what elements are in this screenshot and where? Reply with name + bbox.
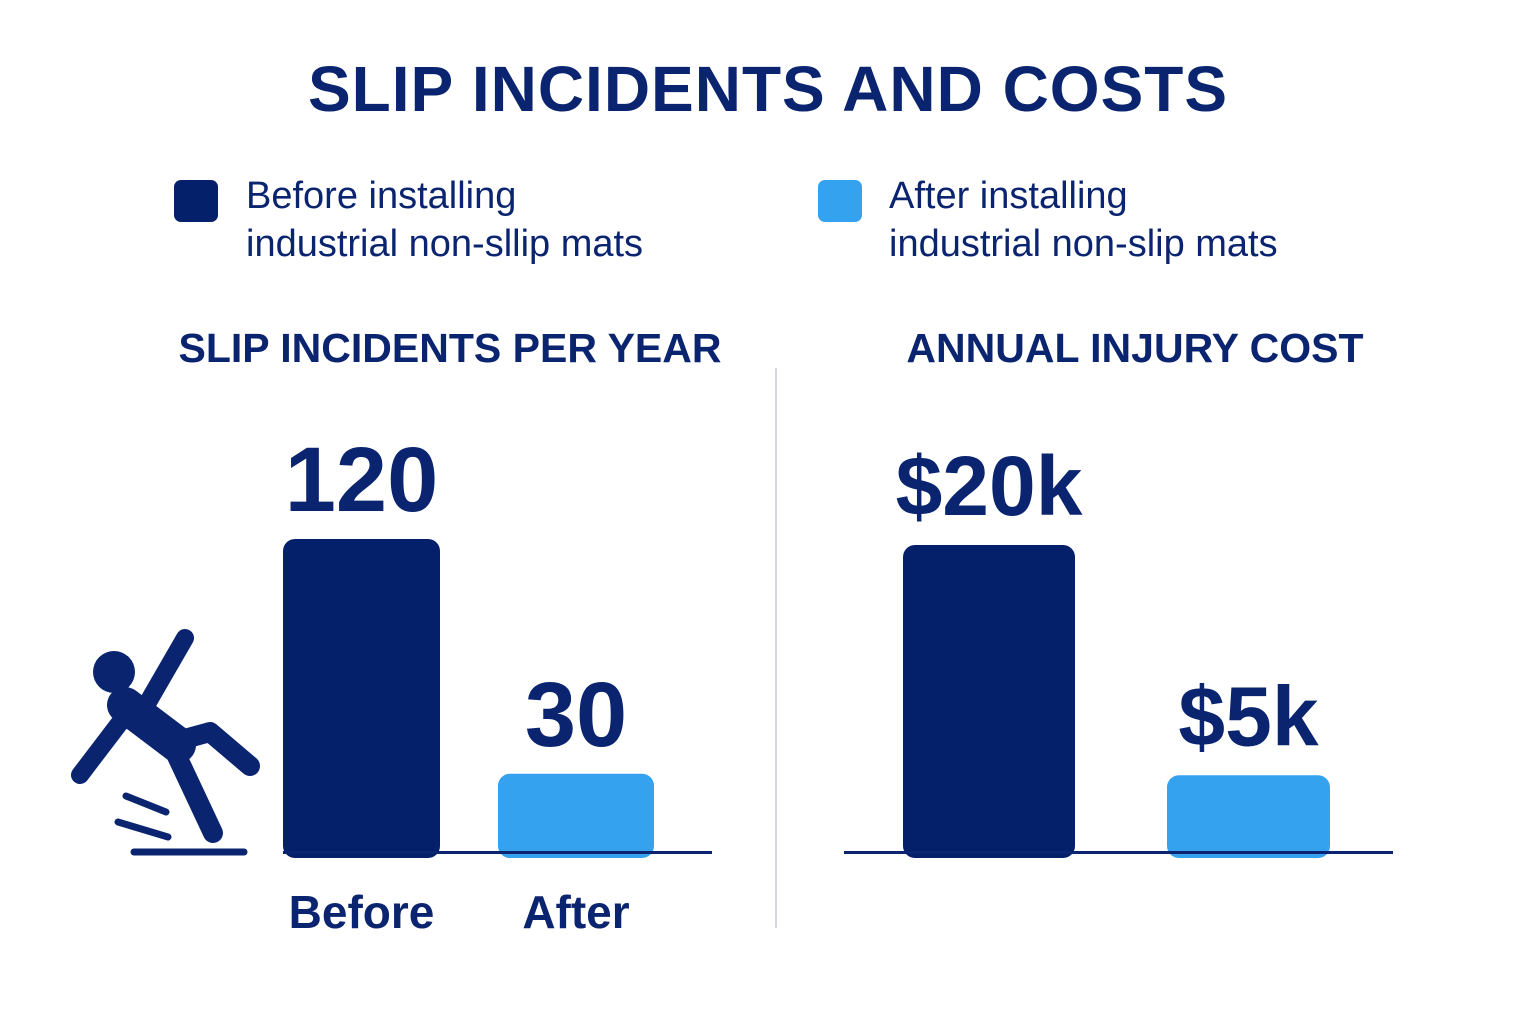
bar-1-after <box>1167 775 1330 858</box>
person-slipping-icon <box>71 629 260 856</box>
category-label-before: Before <box>289 886 435 938</box>
bar-0-after <box>498 773 654 858</box>
legend-swatch-after <box>818 180 862 222</box>
value-label-0-after: 30 <box>525 664 627 766</box>
chart-title-cost: ANNUAL INJURY COST <box>906 325 1364 371</box>
chart-title-incidents: SLIP INCIDENTS PER YEAR <box>178 325 722 371</box>
bar-0-before <box>283 539 440 858</box>
legend-label-before: Before installing industrial non-sllip m… <box>246 172 643 268</box>
chart-divider <box>775 368 777 928</box>
legend-label-after: After installing industrial non-slip mat… <box>889 172 1278 268</box>
bar-1-before <box>903 545 1075 858</box>
page-title: SLIP INCIDENTS AND COSTS <box>307 53 1229 125</box>
legend-after-line2: industrial non-slip mats <box>889 223 1278 265</box>
legend-after-line1: After installing <box>889 175 1128 217</box>
legend-swatch-before <box>174 180 218 222</box>
category-label-after: After <box>522 886 629 938</box>
legend-before-line2: industrial non-sllip mats <box>246 223 644 265</box>
legend-before-line1: Before installing <box>246 175 517 217</box>
value-label-0-before: 120 <box>285 429 439 531</box>
value-label-1-after: $5k <box>1178 669 1318 763</box>
value-label-1-before: $20k <box>896 439 1083 533</box>
